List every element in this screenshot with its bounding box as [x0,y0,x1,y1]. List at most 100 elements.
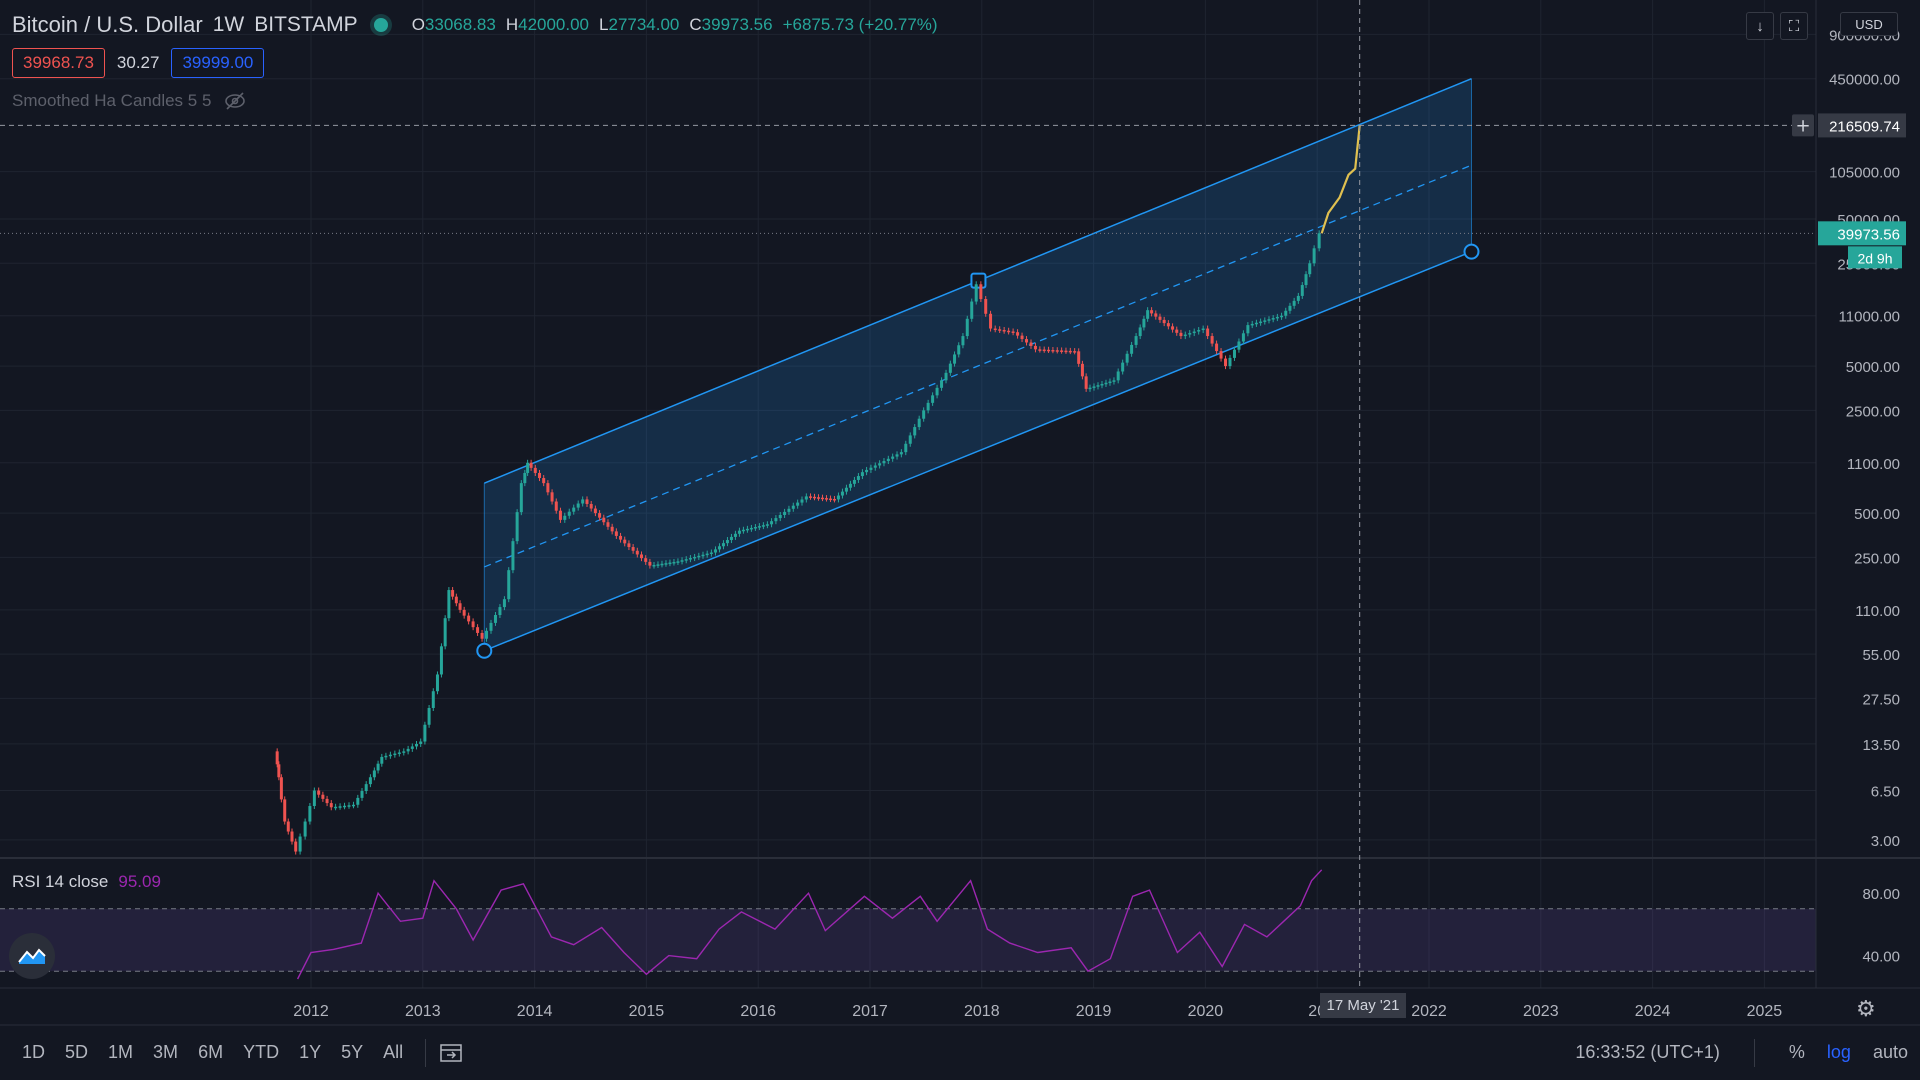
candle-body [610,526,614,532]
candle-body [1308,263,1312,275]
x-tick-label: 2022 [1411,1003,1447,1020]
range-5d[interactable]: 5D [65,1042,89,1062]
candle-body [957,345,961,355]
indicator-label[interactable]: Smoothed Ha Candles 5 5 [12,91,212,110]
sell-button[interactable]: 39968.73 [12,48,105,78]
candle-body [1162,319,1166,324]
candle-body [998,329,1002,331]
candle-body [1073,351,1077,353]
rsi-label[interactable]: RSI 14 close [12,872,109,891]
candle-body [1300,285,1304,296]
candle-body [749,527,753,530]
high-value: 42000.00 [518,15,590,34]
auto-scale-toggle[interactable]: auto [1872,1042,1908,1062]
candle-body [848,483,852,488]
y-tick-label: 11000.00 [1839,309,1900,326]
buy-button[interactable]: 39999.00 [171,48,265,78]
candle-body [961,336,965,346]
candle-body [1254,322,1258,325]
candle-body [533,467,537,473]
candle-body [791,505,795,509]
range-1m[interactable]: 1M [108,1042,134,1062]
candle-body [770,521,774,525]
candle-body [329,803,333,808]
timezone-clock[interactable]: 16:33:52 (UTC+1) [1575,1042,1720,1062]
candle-body [989,313,993,329]
candle-body [733,533,737,537]
candle-body [644,558,648,562]
goto-date-icon[interactable] [438,1042,464,1064]
candle-body [1007,330,1011,333]
percent-scale-toggle[interactable]: % [1788,1042,1805,1062]
market-status-icon[interactable] [373,18,388,32]
candle-body [1134,336,1138,345]
candle-body [372,770,376,778]
tradingview-logo-icon[interactable] [9,933,55,979]
candle-body [384,755,388,758]
candle-body [376,763,380,771]
range-ytd[interactable]: YTD [243,1042,280,1062]
interval-label[interactable]: 1W [212,13,245,36]
y-tick-label: 13.50 [1862,737,1900,754]
candle-body [1224,358,1228,367]
y-tick-label: 27.50 [1862,691,1900,708]
range-1y[interactable]: 1Y [299,1042,322,1062]
candle-body [550,492,554,502]
range-5y[interactable]: 5Y [341,1042,364,1062]
candle-body [360,791,364,798]
candle-body [635,550,639,555]
candle-body [737,530,741,534]
candle-body [904,443,908,453]
gear-icon[interactable]: ⚙ [1856,996,1876,1021]
channel-handle [970,272,987,289]
ohlc-values: O33068.83 H42000.00 L27734.00 C39973.56 … [412,15,938,35]
candle-body [388,754,392,757]
candle-body [878,463,882,466]
currency-label[interactable]: USD [1840,12,1898,36]
y-tick-label: 6.50 [1871,784,1900,801]
range-6m[interactable]: 6M [198,1042,224,1062]
channel-fill [484,78,1472,651]
eye-hidden-icon[interactable] [223,91,247,111]
candle-body [423,724,427,742]
rsi-line [296,869,1323,980]
rsi-value: 95.09 [118,872,161,891]
candle-body [1125,353,1129,363]
rsi-tick-label: 40.00 [1862,949,1900,966]
candle-body [783,511,787,515]
range-1d[interactable]: 1D [22,1042,46,1062]
indicator-legend[interactable]: Smoothed Ha Candles 5 5 [12,91,247,111]
fullscreen-icon[interactable]: ⛶ [1780,12,1808,40]
x-tick-label: 2014 [517,1003,553,1020]
candle-body [787,508,791,512]
log-scale-toggle[interactable]: log [1826,1042,1851,1062]
crosshair-price-label [1818,113,1906,138]
range-3m[interactable]: 3M [153,1042,179,1062]
plus-icon: + [1795,115,1810,136]
candle-body [275,751,279,765]
high-label: H [505,15,519,34]
candle-body [502,599,506,608]
candle-body [558,510,562,520]
candle-body [627,543,631,548]
candle-body [832,498,836,501]
candle-body [458,603,462,610]
candle-body [1029,342,1033,346]
candle-body [507,570,511,600]
candle-body [1275,316,1279,319]
candle-body [303,821,307,837]
rsi-legend[interactable]: RSI 14 close 95.09 [12,872,161,892]
range-all[interactable]: All [383,1042,404,1062]
open-value: 33068.83 [424,15,496,34]
y-tick-label: 110.00 [1855,603,1900,620]
axes: 2012 2013 2014 2015 2016 2017 2018 2019 2020 20 20… [0,0,1920,1026]
download-icon[interactable]: ↓ [1746,12,1774,40]
candle-body [935,387,939,396]
symbol-title[interactable]: Bitcoin / U.S. Dollar [12,12,203,37]
candle-body [796,502,800,506]
candle-body [664,563,668,565]
candle-body [1210,336,1214,344]
candle-body [1259,321,1263,324]
candle-body [1047,349,1051,352]
